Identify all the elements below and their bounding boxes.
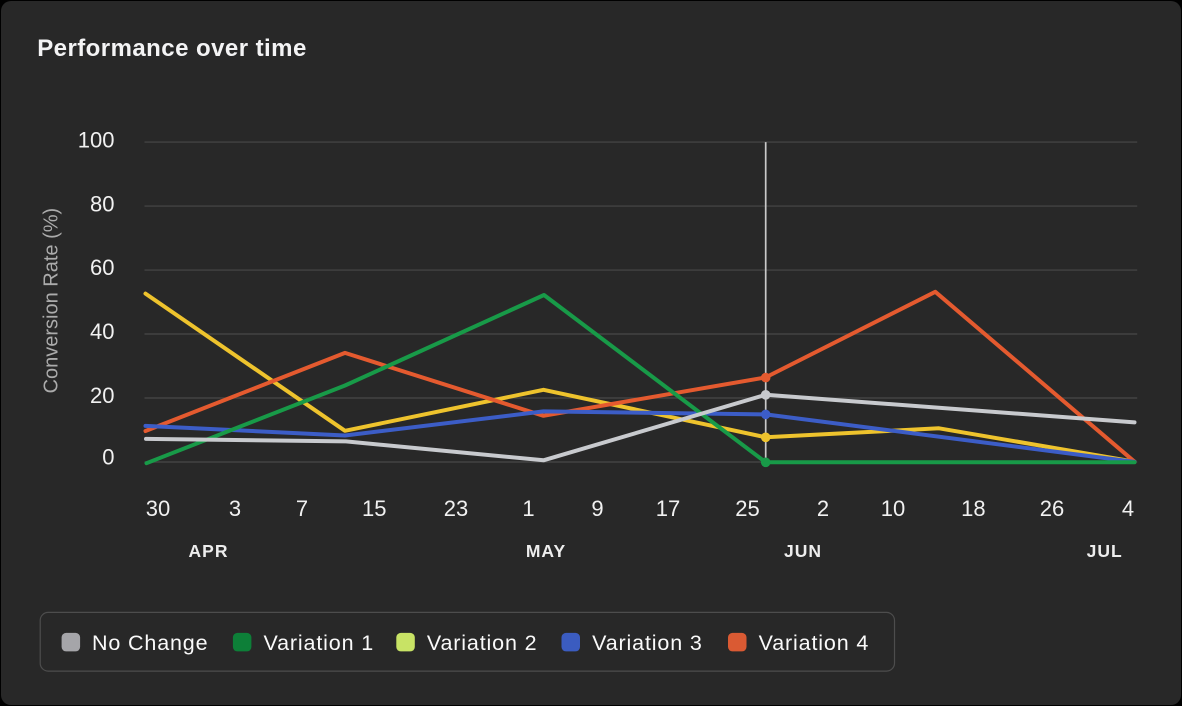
svg-text:17: 17 — [656, 496, 680, 521]
svg-text:25: 25 — [735, 496, 759, 521]
svg-text:2: 2 — [817, 496, 829, 521]
svg-text:3: 3 — [229, 496, 241, 521]
svg-text:4: 4 — [1122, 496, 1134, 521]
svg-text:100: 100 — [78, 127, 115, 152]
svg-text:JUN: JUN — [784, 541, 822, 561]
svg-text:APR: APR — [189, 541, 229, 561]
svg-text:18: 18 — [961, 496, 985, 521]
svg-text:Performance over time: Performance over time — [37, 35, 307, 62]
svg-text:15: 15 — [362, 496, 386, 521]
svg-text:9: 9 — [591, 496, 603, 521]
svg-text:7: 7 — [296, 496, 308, 521]
svg-text:23: 23 — [444, 496, 468, 521]
svg-text:10: 10 — [881, 496, 905, 521]
svg-text:20: 20 — [90, 383, 114, 408]
svg-text:Variation 4: Variation 4 — [759, 631, 870, 655]
svg-text:1: 1 — [522, 496, 534, 521]
svg-text:80: 80 — [90, 191, 114, 216]
svg-text:Variation 2: Variation 2 — [427, 631, 538, 655]
svg-text:Variation 3: Variation 3 — [592, 631, 703, 655]
svg-text:60: 60 — [90, 255, 114, 280]
svg-text:30: 30 — [146, 496, 170, 521]
svg-text:Conversion Rate (%): Conversion Rate (%) — [40, 208, 62, 394]
svg-text:Variation 1: Variation 1 — [264, 631, 375, 655]
svg-text:40: 40 — [90, 319, 114, 344]
svg-text:No Change: No Change — [92, 631, 208, 655]
svg-text:JUL: JUL — [1087, 541, 1123, 561]
svg-text:0: 0 — [102, 445, 114, 470]
svg-text:MAY: MAY — [526, 541, 566, 561]
svg-text:26: 26 — [1040, 496, 1064, 521]
